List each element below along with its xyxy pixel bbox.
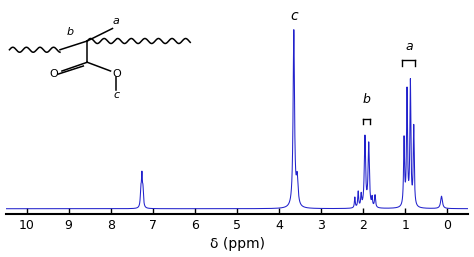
Text: a: a [406, 40, 413, 53]
X-axis label: δ (ppm): δ (ppm) [210, 237, 264, 251]
Text: c: c [290, 9, 298, 23]
Text: b: b [363, 93, 371, 106]
